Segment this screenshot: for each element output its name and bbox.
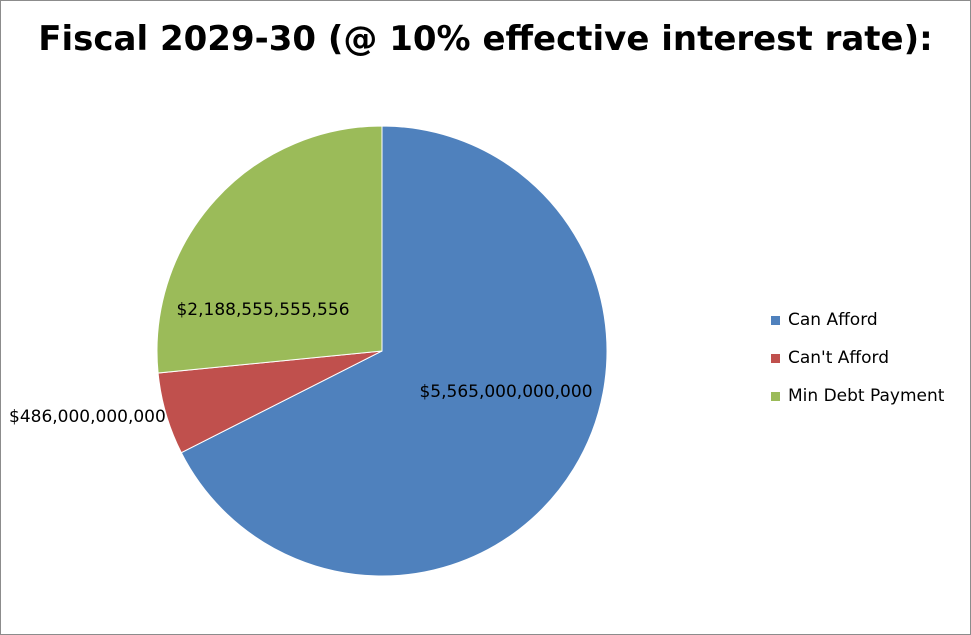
legend-swatch <box>771 391 780 401</box>
legend-item-can-afford: Can Afford <box>771 301 944 339</box>
data-label-can-t-afford: $486,000,000,000 <box>9 407 166 427</box>
pie-slice-min-debt-payment <box>156 125 383 374</box>
legend-item-cant-afford: Can't Afford <box>771 339 944 377</box>
data-label-min-debt-payment: $2,188,555,555,556 <box>176 300 349 320</box>
chart-title: Fiscal 2029-30 (@ 10% effective interest… <box>38 19 933 59</box>
pie-slice-can-afford <box>180 125 608 577</box>
chart-legend: Can Afford Can't Afford Min Debt Payment <box>771 301 944 415</box>
legend-label: Can't Afford <box>788 348 890 368</box>
legend-item-min-debt-payment: Min Debt Payment <box>771 377 944 415</box>
legend-swatch <box>771 315 780 325</box>
legend-label: Can Afford <box>788 310 878 330</box>
legend-swatch <box>771 353 780 363</box>
legend-label: Min Debt Payment <box>788 386 945 406</box>
data-label-can-afford: $5,565,000,000,000 <box>419 382 592 402</box>
